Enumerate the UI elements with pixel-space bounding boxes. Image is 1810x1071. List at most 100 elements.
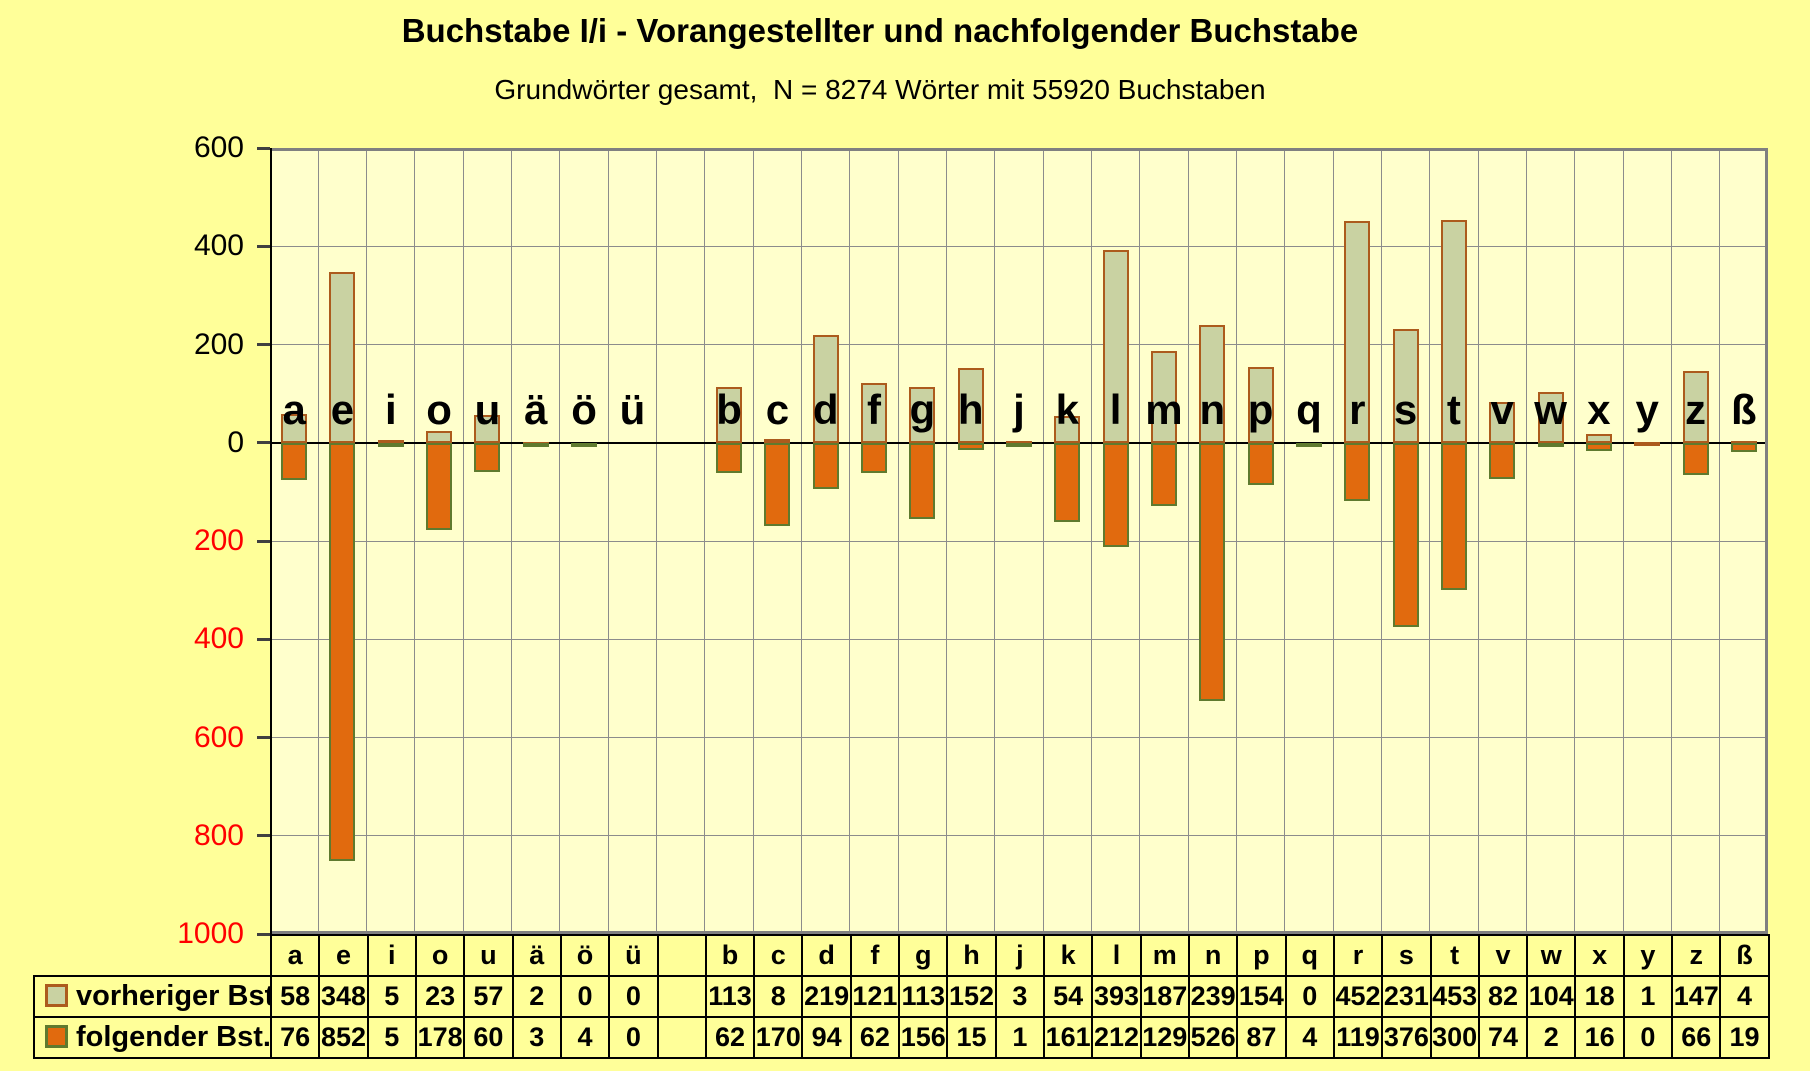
value-vorheriger-z: 147 [1671, 975, 1722, 1018]
value-vorheriger-ß: 4 [1719, 975, 1770, 1018]
bar-vorheriger-r [1344, 220, 1371, 443]
value-vorheriger-a: 58 [269, 975, 321, 1018]
category-letter-g: g [909, 385, 936, 433]
y-axis-label: 0 [227, 425, 244, 459]
bar-folgender-q [1295, 442, 1322, 447]
category-letter-c: c [765, 385, 790, 433]
value-vorheriger-y: 1 [1622, 975, 1674, 1018]
table-header-ß: ß [1719, 934, 1770, 977]
value-vorheriger-blank [656, 975, 707, 1018]
h-gridline [270, 245, 1768, 247]
table-header-w: w [1526, 934, 1577, 977]
legend-row-label: vorheriger Bst. [33, 975, 272, 1018]
category-letter-ß: ß [1731, 385, 1757, 433]
table-header-d: d [801, 934, 852, 977]
category-letter-i: i [384, 385, 397, 433]
chart-title: Buchstabe I/i - Vorangestellter und nach… [401, 12, 1359, 49]
bar-vorheriger-k [1054, 416, 1081, 443]
category-letter-x: x [1587, 385, 1611, 433]
category-letter-j: j [1013, 385, 1025, 433]
table-header-ö: ö [559, 934, 611, 977]
bar-folgender-j [1006, 442, 1032, 447]
table-header-y: y [1622, 934, 1674, 977]
y-axis-label: 1000 [177, 917, 244, 950]
value-vorheriger-m: 187 [1139, 975, 1190, 1018]
table-header-e: e [318, 934, 369, 977]
bar-folgender-s [1392, 442, 1419, 628]
value-vorheriger-t: 453 [1429, 975, 1480, 1018]
value-folgender-i: 5 [366, 1016, 417, 1059]
value-vorheriger-u: 57 [463, 975, 514, 1018]
bar-vorheriger-z [1682, 370, 1709, 443]
value-vorheriger-ü: 0 [608, 975, 659, 1018]
y-axis-label: 200 [193, 524, 244, 557]
table-header-t: t [1429, 934, 1480, 977]
table-header-f: f [849, 934, 901, 977]
bar-vorheriger-g [909, 387, 936, 443]
bar-vorheriger-h [957, 368, 984, 443]
table-header-m: m [1139, 934, 1190, 977]
value-folgender-r: 119 [1332, 1016, 1384, 1059]
table-header-g: g [898, 934, 949, 977]
bar-vorheriger-x [1585, 433, 1612, 443]
table-header-b: b [704, 934, 756, 977]
table-header-ä: ä [511, 934, 562, 977]
bar-folgender-u [474, 442, 501, 473]
category-letter-r: r [1349, 385, 1366, 433]
bar-vorheriger-c [764, 438, 791, 443]
value-folgender-k: 161 [1042, 1016, 1094, 1059]
value-vorheriger-o: 23 [414, 975, 466, 1018]
legend-swatch-vorheriger [45, 984, 68, 1007]
table-header-n: n [1187, 934, 1239, 977]
category-letter-l: l [1109, 385, 1122, 433]
y-axis-tick [257, 146, 270, 150]
value-vorheriger-k: 54 [1042, 975, 1094, 1018]
table-header-k: k [1042, 934, 1094, 977]
value-folgender-ö: 4 [559, 1016, 611, 1059]
value-vorheriger-w: 104 [1526, 975, 1577, 1018]
category-letter-p: p [1247, 385, 1274, 433]
y-axis-label: 400 [193, 229, 244, 263]
value-folgender-x: 16 [1574, 1016, 1625, 1059]
bar-vorheriger-m [1150, 350, 1177, 443]
value-vorheriger-h: 152 [946, 975, 997, 1018]
bar-vorheriger-d [812, 335, 839, 443]
category-letter-v: v [1490, 385, 1514, 433]
bar-folgender-k [1054, 442, 1081, 522]
table-header-j: j [994, 934, 1046, 977]
bar-vorheriger-t [1440, 220, 1467, 443]
bar-folgender-i [377, 442, 404, 447]
bar-vorheriger-p [1247, 367, 1274, 443]
bar-vorheriger-s [1392, 329, 1419, 443]
value-folgender-b: 62 [704, 1016, 756, 1059]
y-axis: 600 400 200 0 200 400 600 800 1000 [0, 132, 270, 950]
legend-series-name: folgender Bst. [76, 1021, 271, 1053]
category-letter-b: b [716, 385, 742, 433]
table-header-u: u [463, 934, 514, 977]
bar-folgender-m [1150, 442, 1177, 507]
y-axis-line [270, 148, 272, 934]
bar-folgender-b [716, 442, 743, 474]
category-letter-t: t [1446, 385, 1461, 433]
plot-border-top [270, 148, 1768, 151]
table-header-r: r [1332, 934, 1384, 977]
table-header-a: a [269, 934, 321, 977]
value-folgender-c: 170 [753, 1016, 804, 1059]
table-header-i: i [366, 934, 417, 977]
bar-folgender-f [861, 442, 888, 474]
bar-vorheriger-e [329, 271, 356, 443]
bar-folgender-c [764, 442, 791, 527]
value-vorheriger-c: 8 [753, 975, 804, 1018]
value-folgender-j: 1 [994, 1016, 1046, 1059]
value-folgender-ü: 0 [608, 1016, 659, 1059]
table-header-s: s [1381, 934, 1432, 977]
value-folgender-u: 60 [463, 1016, 514, 1059]
table-header-l: l [1091, 934, 1142, 977]
value-folgender-a: 76 [269, 1016, 321, 1059]
bar-folgender-v [1489, 442, 1516, 480]
table-header-x: x [1574, 934, 1625, 977]
category-letter-ü: ü [619, 385, 646, 433]
value-folgender-s: 376 [1381, 1016, 1432, 1059]
plot-border-bottom [270, 931, 1768, 934]
